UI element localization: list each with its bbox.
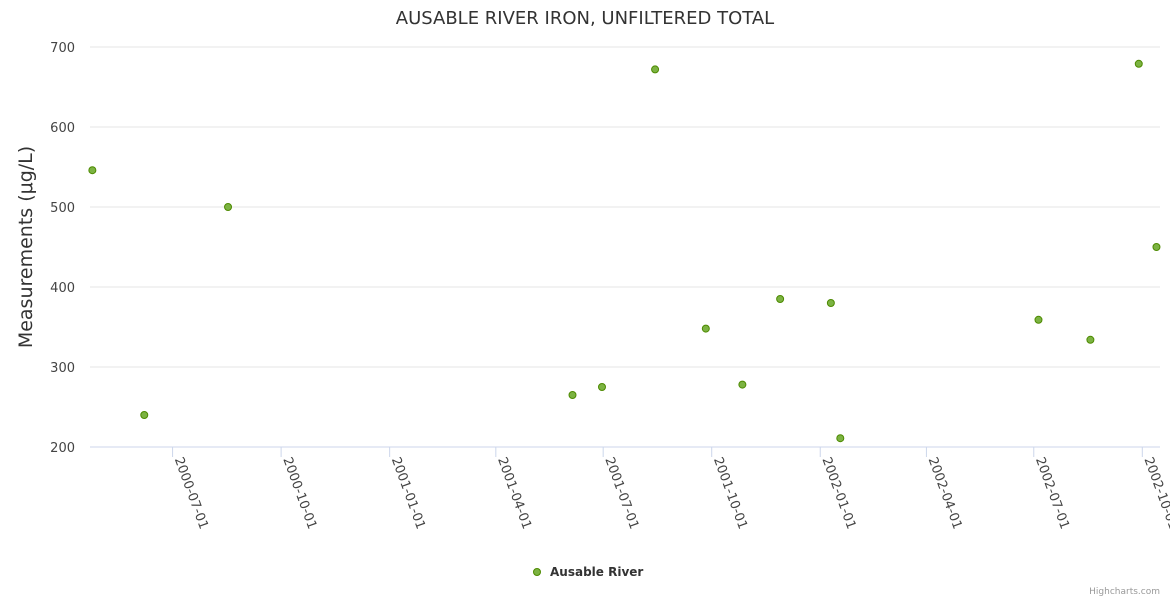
x-tick-label-2001-01-01: 2001-01-01	[388, 455, 428, 531]
x-tick-label-2002-04-01: 2002-04-01	[925, 455, 965, 531]
y-tick-label-500: 500	[50, 201, 75, 216]
x-tick-label-2001-07-01: 2001-07-01	[601, 455, 641, 531]
x-tick-label-2000-10-01: 2000-10-01	[279, 455, 319, 531]
credits-link[interactable]: Highcharts.com	[1089, 587, 1160, 597]
x-tick-label-2002-10-01: 2002-10-01	[1141, 455, 1170, 531]
grid-lines	[90, 46, 1160, 448]
y-tick-label-200: 200	[50, 441, 75, 456]
data-point-8[interactable]	[738, 380, 747, 389]
data-point-10[interactable]	[826, 299, 835, 307]
data-point-1[interactable]	[88, 166, 97, 175]
legend[interactable]: Ausable River	[533, 565, 644, 579]
y-tick-label-600: 600	[50, 121, 75, 136]
data-point-2[interactable]	[140, 411, 149, 419]
data-point-4[interactable]	[568, 391, 577, 399]
data-point-5[interactable]	[597, 383, 606, 391]
data-point-3[interactable]	[224, 203, 233, 211]
data-point-12[interactable]	[1034, 315, 1043, 324]
data-point-11[interactable]	[836, 434, 845, 443]
data-point-7[interactable]	[701, 324, 710, 333]
data-point-9[interactable]	[776, 295, 785, 303]
data-point-6[interactable]	[651, 65, 660, 74]
y-tick-label-400: 400	[50, 281, 75, 296]
series-ausable-river	[88, 59, 1161, 443]
x-tick-label-2000-07-01: 2000-07-01	[171, 455, 211, 531]
y-axis: 200 300 400 500 600 700	[50, 41, 75, 456]
data-point-14[interactable]	[1134, 59, 1143, 68]
legend-marker-icon[interactable]	[533, 568, 541, 576]
data-point-15[interactable]	[1152, 243, 1161, 251]
y-tick-label-700: 700	[50, 41, 75, 56]
y-axis-title: Measurements (μg/L)	[15, 146, 37, 348]
x-tick-label-2001-04-01: 2001-04-01	[494, 455, 534, 531]
chart-title: AUSABLE RIVER IRON, UNFILTERED TOTAL	[396, 8, 774, 29]
data-point-13[interactable]	[1086, 335, 1095, 344]
x-axis: 2000-07-01 2000-10-01 2001-01-01 2001-04-01…	[171, 447, 1170, 531]
y-tick-label-300: 300	[50, 361, 75, 376]
legend-item-label[interactable]: Ausable River	[550, 565, 643, 579]
x-tick-label-2002-01-01: 2002-01-01	[818, 455, 858, 531]
x-tick-label-2001-10-01: 2001-10-01	[710, 455, 750, 531]
x-tick-label-2002-07-01: 2002-07-01	[1032, 455, 1072, 531]
